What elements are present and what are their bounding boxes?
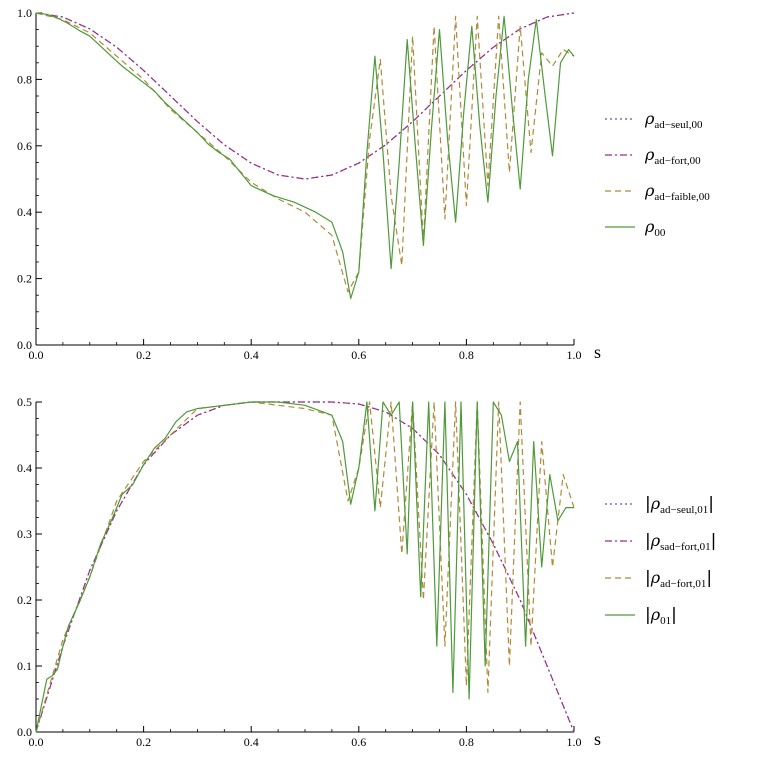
x-tick-label: 0.6 [351, 348, 366, 362]
chart-1: 0.0 0.2 0.4 0.6 0.8 1.0 0.0 0.1 0.2 0.3 0.4 0.5 s |ρa… [17, 395, 716, 749]
legend-label: |ρad−seul,01| [645, 494, 714, 516]
x-tick-label: 0.2 [136, 348, 151, 362]
y-tick-label: 0.1 [17, 659, 32, 673]
series-line [35, 12, 575, 300]
y-tick-label: 1.0 [17, 6, 32, 20]
legend-label: ρ00 [644, 217, 666, 239]
y-tick-label: 0.2 [17, 272, 32, 286]
x-tick-label: 0.0 [29, 348, 44, 362]
y-tick-label: 0.4 [17, 461, 32, 475]
y-tick-label: 0.0 [17, 725, 32, 739]
legend-label: ρad−fort,00 [644, 145, 701, 167]
y-tick-label: 0.3 [17, 527, 32, 541]
series-line [35, 401, 574, 733]
legend-label: |ρad−fort,01| [645, 568, 712, 590]
x-tick-label: 0.4 [244, 735, 259, 749]
x-tick-label: 0.8 [459, 348, 474, 362]
series-line [35, 12, 575, 293]
legend-label: |ρsad−fort,01| [645, 531, 716, 553]
series-line [35, 12, 575, 180]
series-line [35, 401, 575, 733]
legend-label: ρad−seul,00 [644, 109, 703, 131]
y-tick-label: 0.0 [17, 338, 32, 352]
y-tick-label: 0.4 [17, 205, 32, 219]
x-tick-label: 0.0 [29, 735, 44, 749]
x-tick-label: 1.0 [567, 348, 582, 362]
y-tick-label: 0.8 [17, 72, 32, 86]
y-tick-label: 0.5 [17, 395, 32, 409]
x-tick-label: 1.0 [567, 735, 582, 749]
x-tick-label: 0.2 [136, 735, 151, 749]
legend-label: |ρ01| [645, 605, 677, 627]
legend-label: ρad−faible,00 [644, 181, 710, 203]
x-tick-label: 0.8 [459, 735, 474, 749]
x-tick-label: 0.6 [351, 735, 366, 749]
x-axis-label: s [594, 729, 601, 749]
y-tick-label: 0.6 [17, 139, 32, 153]
x-tick-label: 0.4 [244, 348, 259, 362]
chart-0: 0.0 0.2 0.4 0.6 0.8 1.0 0.0 0.2 0.4 0.6 0.8 1.0 s ρad… [17, 6, 710, 362]
series-line [35, 401, 575, 733]
series-line [35, 401, 575, 733]
y-tick-label: 0.2 [17, 593, 32, 607]
x-axis-label: s [594, 342, 601, 362]
